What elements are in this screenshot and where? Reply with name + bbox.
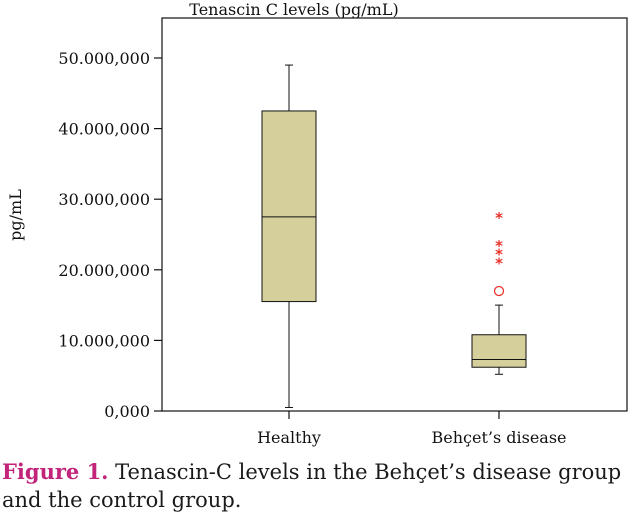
extreme-point: * (495, 255, 503, 273)
y-tick-label: 50.000,000 (58, 49, 150, 68)
y-tick-label: 10.000,000 (58, 331, 150, 350)
y-tick-label: 20.000,000 (58, 261, 150, 280)
y-axis-label: pg/mL (6, 189, 25, 241)
boxes: **** (261, 64, 527, 408)
iqr-box (471, 334, 527, 368)
iqr-box (261, 110, 317, 303)
extreme-point: * (495, 246, 503, 264)
extreme-point: * (495, 209, 503, 227)
box-group: **** (471, 209, 527, 375)
y-tick-label: 30.000,000 (58, 190, 150, 209)
extreme-point: * (495, 237, 503, 255)
x-axis: Healthy Behçet’s disease (257, 411, 567, 447)
plot-frame (161, 17, 628, 412)
x-tick-label: Healthy (257, 428, 321, 447)
figure-caption-text: Tenascin-C levels in the Behçet’s diseas… (2, 460, 622, 512)
y-tick-label: 0,000 (104, 402, 150, 421)
x-tick-label: Behçet’s disease (431, 428, 566, 447)
y-tick-label: 40.000,000 (58, 120, 150, 139)
box-plot-chart: Tenascin C levels (pg/mL) pg/mL 0,000 10.… (6, 0, 628, 447)
figure-caption-label: Figure 1. (2, 459, 109, 484)
figure-caption: Figure 1. Tenascin-C levels in the Behçe… (2, 458, 628, 514)
box-group (261, 64, 317, 408)
chart-title: Tenascin C levels (pg/mL) (189, 0, 398, 19)
outlier-point (493, 285, 505, 297)
y-axis: 0,000 10.000,000 20.000,000 30.000,000 40.00… (58, 49, 162, 421)
